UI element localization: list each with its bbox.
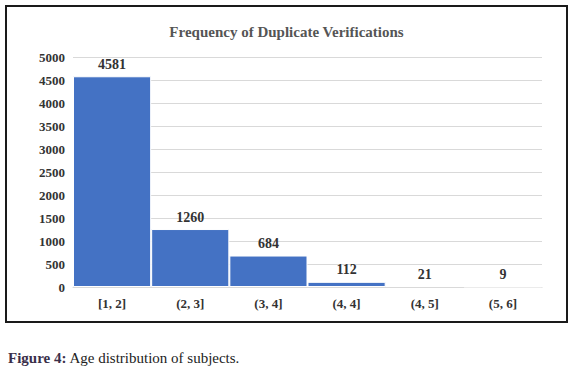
svg-text:112: 112 [336,262,356,277]
svg-text:1500: 1500 [39,211,65,226]
svg-text:1000: 1000 [39,234,65,249]
svg-text:4581: 4581 [98,57,126,72]
svg-text:2000: 2000 [39,188,65,203]
svg-text:3500: 3500 [39,119,65,134]
svg-text:3000: 3000 [39,142,65,157]
svg-text:1260: 1260 [176,210,204,225]
svg-text:500: 500 [46,257,66,272]
svg-text:Frequency of Duplicate Verific: Frequency of Duplicate Verifications [169,24,403,40]
html-text:Figure 4: Age distribution of: Figure 4: Age distribution of subjects. [8,350,240,366]
svg-text:4500: 4500 [39,73,65,88]
svg-text:0: 0 [59,280,66,295]
svg-text:5000: 5000 [39,50,65,65]
svg-text:[1, 2]: [1, 2] [98,296,126,311]
svg-text:9: 9 [499,267,506,282]
svg-text:(4, 4]: (4, 4] [332,296,360,311]
svg-text:(3, 4]: (3, 4] [254,296,282,311]
svg-text:684: 684 [258,236,279,251]
svg-text:2500: 2500 [39,165,65,180]
svg-text:(4, 5]: (4, 5] [411,296,439,311]
svg-text:(5, 6]: (5, 6] [489,296,517,311]
svg-text:(2, 3]: (2, 3] [176,296,204,311]
svg-text:4000: 4000 [39,96,65,111]
svg-text:21: 21 [418,267,432,282]
